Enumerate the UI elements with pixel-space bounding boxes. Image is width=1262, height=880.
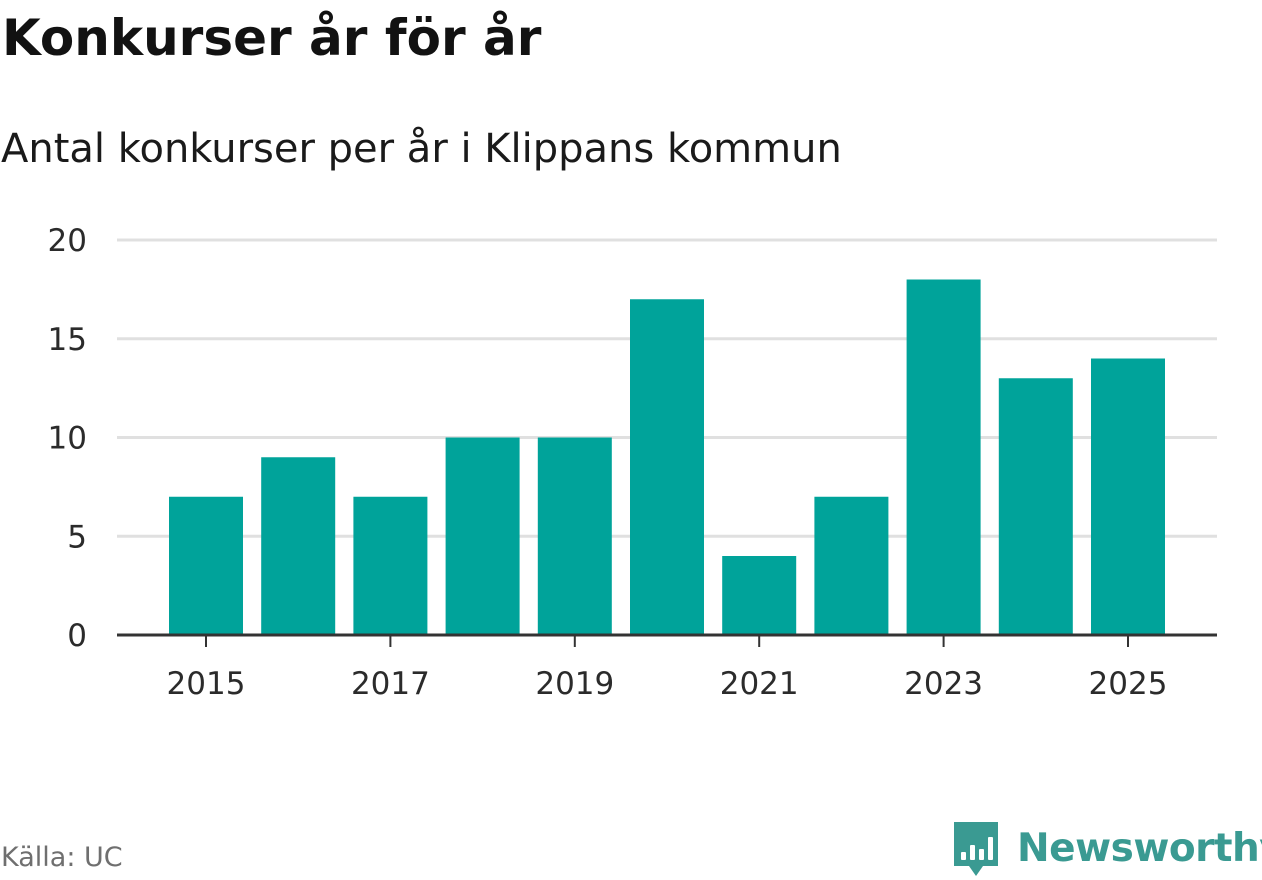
bar-2020 xyxy=(630,299,704,635)
y-tick-label: 0 xyxy=(67,618,87,654)
newsworthy-logo-icon xyxy=(954,822,998,876)
axes xyxy=(117,633,1217,647)
bar-2018 xyxy=(445,437,520,635)
bar-2015 xyxy=(169,496,243,635)
x-tick-label: 2021 xyxy=(720,666,799,702)
y-tick-label: 15 xyxy=(48,322,87,358)
bar-2023 xyxy=(906,279,981,635)
bar-2017 xyxy=(353,496,428,635)
bar-chart: 0 5 10 15 20 2015 2017 2019 2021 2023 2025 xyxy=(48,223,1217,702)
x-tick-label: 2015 xyxy=(167,666,246,702)
y-tick-label: 20 xyxy=(48,223,87,259)
x-tick-label: 2019 xyxy=(535,666,614,702)
bar-2021 xyxy=(722,556,797,635)
bar-2025 xyxy=(1091,358,1165,635)
bar-2019 xyxy=(537,437,612,635)
chart-title: Konkurser år för år xyxy=(2,9,542,67)
bars xyxy=(169,279,1165,635)
tick-labels: 0 5 10 15 20 2015 2017 2019 2021 2023 2025 xyxy=(48,223,1168,702)
bar-2024 xyxy=(998,378,1073,635)
chart-subtitle: Antal konkurser per år i Klippans kommun xyxy=(1,126,842,172)
x-tick-label: 2023 xyxy=(904,666,983,702)
bar-2016 xyxy=(261,457,336,635)
y-tick-label: 5 xyxy=(67,519,87,555)
x-tick-label: 2025 xyxy=(1089,666,1168,702)
brand-name: Newsworthy xyxy=(1017,826,1262,871)
brand-logo: Newsworthy xyxy=(951,818,1262,880)
y-tick-label: 10 xyxy=(48,421,87,457)
bar-2022 xyxy=(814,496,889,635)
x-tick-label: 2017 xyxy=(351,666,430,702)
source-note: Källa: UC xyxy=(1,842,123,873)
